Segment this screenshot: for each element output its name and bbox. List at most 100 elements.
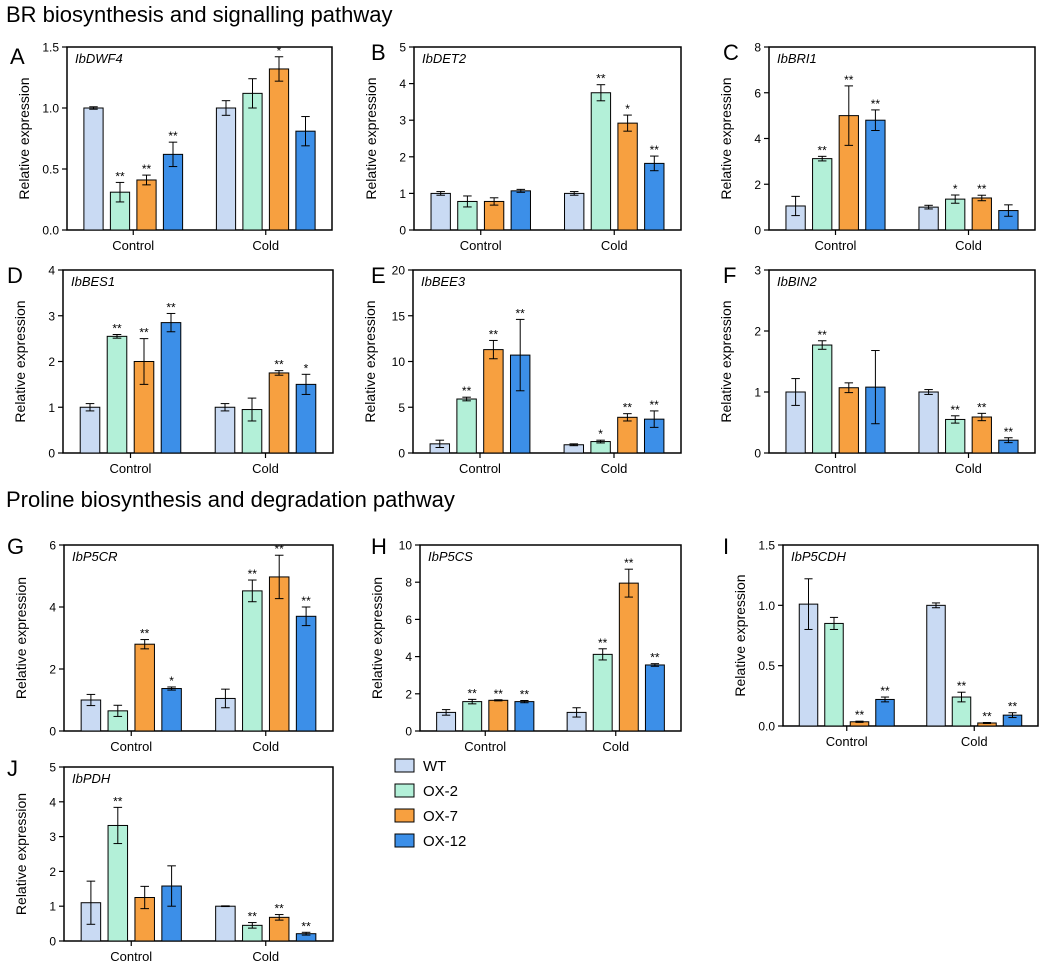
panel-j-significance: ** [275, 902, 285, 916]
panel-g-category-label: Cold [252, 739, 279, 754]
panel-b-bar-ox-2 [590, 92, 612, 231]
panel-j-letter: J [7, 756, 18, 781]
panel-h: H IbP5CS 0 2 4 6 8 10 Relative expression Control… [369, 534, 682, 754]
panel-c-ylabel: Relative expression [718, 77, 734, 199]
panel-b-significance: * [625, 102, 630, 116]
panel-c-ytick-label: 8 [754, 41, 761, 55]
panel-c-significance: ** [818, 143, 828, 157]
panel-d-title: IbBES1 [71, 274, 115, 289]
panel-j: J IbPDH 0 1 2 3 4 5 Relative expression Control **… [7, 756, 334, 964]
panel-d-category-label: Control [110, 461, 152, 476]
panel-i-significance: ** [1008, 700, 1018, 714]
panel-c-ytick-label: 0 [754, 224, 761, 238]
panel-h-title: IbP5CS [428, 549, 473, 564]
panel-g-significance: * [169, 674, 174, 688]
panel-h-ytick-label: 6 [405, 613, 412, 627]
panel-d-letter: D [7, 263, 23, 288]
panel-e-frame [412, 269, 682, 454]
panel-d-significance: * [304, 361, 309, 375]
panel-a-significance: ** [168, 129, 178, 143]
panel-a-title: IbDWF4 [75, 51, 123, 66]
panel-d-significance: ** [112, 322, 122, 336]
panel-g-category-label: Control [110, 739, 152, 754]
legend: WT OX-2 OX-7 OX-12 [394, 758, 466, 850]
panel-b-bar-ox-12 [644, 162, 665, 231]
panel-e-ytick-label: 10 [392, 355, 406, 369]
panel-a-ytick-label: 1.0 [42, 102, 59, 116]
panel-d-significance: ** [274, 358, 284, 372]
panel-e-significance: ** [516, 306, 526, 320]
panel-c-bar-ox-7 [971, 197, 992, 231]
panel-h-ytick-label: 8 [405, 576, 412, 590]
panel-h-ytick-label: 2 [405, 687, 412, 701]
panel-d-bar-ox-12 [160, 322, 182, 454]
panel-e: E IbBEE3 0 5 10 15 20 Relative expression Contro… [362, 263, 682, 476]
panel-c-category-label: Cold [955, 238, 982, 253]
panel-f-category-label: Cold [955, 461, 982, 476]
panel-j-ytick-label: 0 [49, 935, 56, 949]
panel-f-bar-ox-7 [838, 387, 859, 454]
panel-c-bar-ox-2 [945, 198, 966, 231]
panel-a-bar-wt [215, 107, 237, 231]
panel-e-category-label: Control [459, 461, 501, 476]
panel-e-bar-ox-7 [483, 349, 504, 454]
panel-g-bar-ox-2 [242, 590, 263, 732]
panel-b-ytick-label: 4 [399, 77, 406, 91]
panel-g-ytick-label: 4 [49, 601, 56, 615]
panel-b-significance: ** [650, 143, 660, 157]
panel-g-ytick-label: 6 [49, 539, 56, 553]
panel-d-bar-wt [79, 406, 101, 454]
panel-b-ytick-label: 2 [399, 150, 406, 164]
legend-label-ox-7: OX-7 [423, 808, 458, 825]
panel-j-ytick-label: 3 [49, 830, 56, 844]
panel-a-significance: ** [115, 169, 125, 183]
panel-d-bar-ox-7 [268, 372, 290, 454]
panel-a-frame [66, 46, 333, 231]
panel-f-ytick-label: 3 [754, 264, 761, 278]
panel-h-ytick-label: 4 [405, 650, 412, 664]
panel-i: I IbP5CDH 0.0 0.5 1.0 1.5 Relative expression C… [723, 534, 1039, 749]
panel-h-letter: H [371, 534, 387, 559]
panel-a-letter: A [10, 44, 25, 69]
panel-f-bar-ox-2 [812, 344, 833, 454]
panel-a-bar-ox-7 [136, 179, 157, 231]
panel-e-significance: ** [650, 398, 660, 412]
panel-e-ytick-label: 15 [392, 309, 406, 323]
panel-e-ytick-label: 0 [398, 447, 405, 461]
panel-h-bar-ox-12 [514, 701, 535, 732]
panel-b-bar-ox-12 [510, 190, 531, 231]
panel-j-category-label: Cold [252, 949, 279, 964]
panel-i-category-label: Control [826, 734, 868, 749]
panel-b-bar-ox-7 [617, 122, 638, 231]
legend-swatch-wt [394, 758, 415, 773]
panel-c-bar-ox-2 [812, 158, 833, 231]
panel-j-ytick-label: 2 [49, 865, 56, 879]
panel-e-bar-ox-7 [617, 416, 638, 454]
legend-label-wt: WT [423, 758, 446, 775]
panel-b-ytick-label: 5 [399, 41, 406, 55]
panel-g-bar-ox-12 [161, 688, 182, 732]
panel-h-category-label: Cold [602, 739, 629, 754]
panel-c-significance: ** [844, 73, 854, 87]
panel-e-title: IbBEE3 [421, 274, 466, 289]
panel-f-letter: F [723, 263, 736, 288]
panel-a-bar-ox-7 [268, 68, 290, 231]
panel-f-category-label: Control [815, 461, 857, 476]
panel-h-significance: ** [494, 687, 504, 701]
panel-e-significance: ** [462, 384, 472, 398]
panel-b-title: IbDET2 [422, 51, 467, 66]
panel-h-bar-ox-7 [618, 582, 639, 732]
panel-b-ytick-label: 0 [399, 224, 406, 238]
panel-a-ytick-label: 0.0 [42, 224, 59, 238]
panel-f-ytick-label: 1 [754, 386, 761, 400]
panel-e-letter: E [371, 263, 386, 288]
panel-d-category-label: Cold [252, 461, 279, 476]
panel-i-ylabel: Relative expression [732, 574, 748, 696]
panel-j-significance: ** [301, 919, 311, 933]
legend-label-ox-2: OX-2 [423, 783, 458, 800]
panel-d-significance: ** [139, 326, 149, 340]
panel-b-letter: B [371, 40, 386, 65]
panel-c-bar-ox-12 [865, 119, 886, 231]
